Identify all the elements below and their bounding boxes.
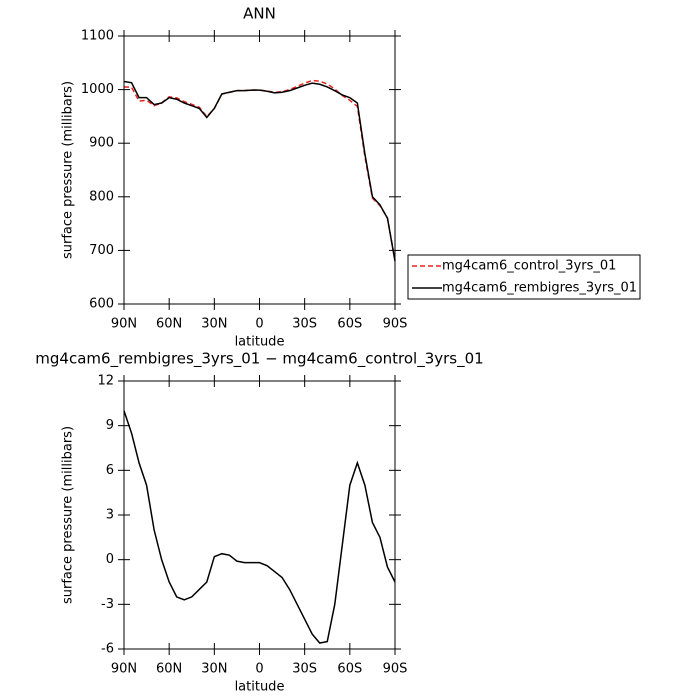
chart-title: mg4cam6_rembigres_3yrs_01 − mg4cam6_cont… [35, 350, 483, 369]
legend-label: mg4cam6_control_3yrs_01 [442, 259, 616, 274]
data-line [123, 79, 396, 261]
x-tick-label: 0 [255, 317, 263, 332]
x-tick-label: 90N [111, 662, 137, 677]
x-tick-label: 30S [292, 662, 317, 677]
y-tick-label: 9 [106, 418, 114, 433]
y-tick-label: 3 [106, 508, 114, 523]
x-tick-label: 30S [292, 317, 317, 332]
x-tick-label: 0 [255, 662, 263, 677]
x-axis-label: latitude [235, 680, 285, 695]
plot-frame [123, 380, 396, 650]
y-tick-label: 1000 [81, 82, 114, 97]
x-tick-label: 90S [383, 317, 408, 332]
x-tick-label: 30N [201, 662, 227, 677]
x-axis-label: latitude [235, 335, 285, 350]
legend-label: mg4cam6_rembigres_3yrs_01 [442, 281, 637, 296]
y-tick-label: -6 [101, 642, 114, 657]
x-tick-label: 90N [111, 317, 137, 332]
y-tick-label: 600 [89, 297, 114, 312]
y-tick-label: 800 [89, 189, 114, 204]
x-tick-label: 30N [201, 317, 227, 332]
y-tick-label: 12 [97, 374, 114, 389]
y-tick-label: 0 [106, 552, 114, 567]
y-tick-label: 1100 [81, 29, 114, 44]
x-tick-label: 60N [156, 317, 182, 332]
legend-box [407, 254, 641, 300]
y-tick-label: 6 [106, 463, 114, 478]
y-tick-label: 700 [89, 243, 114, 258]
y-tick-label: 900 [89, 136, 114, 151]
x-tick-label: 90S [383, 662, 408, 677]
plot-frame [123, 35, 396, 305]
y-axis-label: surface pressure (millibars) [61, 426, 76, 604]
x-tick-label: 60S [337, 317, 362, 332]
data-line [123, 80, 396, 262]
data-line [123, 410, 396, 644]
y-tick-label: -3 [101, 597, 114, 612]
x-tick-label: 60N [156, 662, 182, 677]
y-axis-label: surface pressure (millibars) [61, 81, 76, 259]
x-tick-label: 60S [337, 662, 362, 677]
chart-title: ANN [243, 5, 276, 23]
